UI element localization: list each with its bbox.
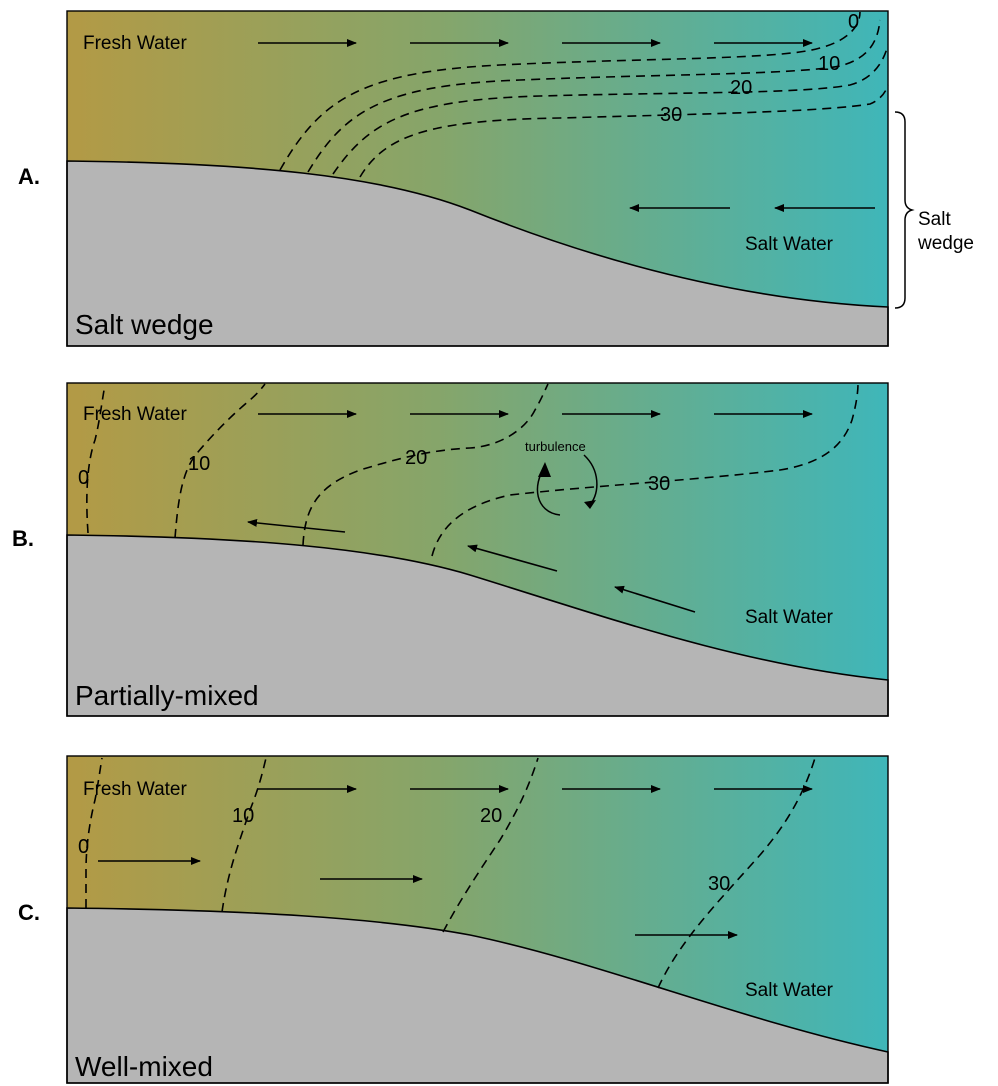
panel-letter-c: C.: [18, 900, 40, 925]
salt-water-label: Salt Water: [745, 234, 834, 255]
fresh-water-label: Fresh Water: [83, 404, 187, 425]
fresh-water-label: Fresh Water: [83, 779, 187, 800]
isohaline-label-10: 10: [232, 805, 254, 827]
isohaline-label-30: 30: [708, 873, 730, 895]
isohaline-label-0: 0: [78, 836, 89, 858]
turbulence-label: turbulence: [525, 439, 586, 454]
panel-salt-wedge: 0 10 20 30 Fresh Water Salt Water Salt w…: [67, 11, 974, 346]
isohaline-label-0: 0: [78, 467, 89, 489]
isohaline-label-30: 30: [660, 104, 682, 126]
isohaline-label-30: 30: [648, 473, 670, 495]
isohaline-label-10: 10: [188, 453, 210, 475]
panel-letter-a: A.: [18, 164, 40, 189]
fresh-water-label: Fresh Water: [83, 33, 187, 54]
brace-label-line1: Salt: [918, 209, 951, 230]
salt-wedge-brace: [895, 112, 912, 308]
salt-water-label: Salt Water: [745, 607, 834, 628]
salt-water-label: Salt Water: [745, 980, 834, 1001]
isohaline-label-20: 20: [480, 805, 502, 827]
isohaline-label-20: 20: [405, 447, 427, 469]
isohaline-label-20: 20: [730, 77, 752, 99]
panel-title: Well-mixed: [75, 1051, 213, 1082]
panel-partially-mixed: 0 10 20 30 turbulence Fresh Water Salt W…: [67, 383, 888, 716]
panel-title: Salt wedge: [75, 309, 214, 340]
isohaline-label-10: 10: [818, 53, 840, 75]
panel-letter-b: B.: [12, 526, 34, 551]
panel-well-mixed: 0 10 20 30 Fresh Water Salt Water Well-m…: [67, 756, 888, 1083]
brace-label-line2: wedge: [917, 233, 974, 254]
panel-title: Partially-mixed: [75, 680, 259, 711]
isohaline-label-0: 0: [848, 11, 859, 33]
